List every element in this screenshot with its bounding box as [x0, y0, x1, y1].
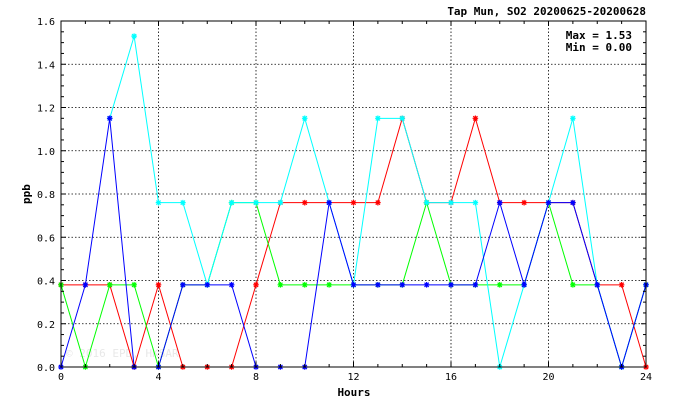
grid-lines	[61, 21, 646, 367]
y-tick-label: 0.2	[37, 320, 55, 331]
data-point	[106, 282, 113, 288]
y-tick-label: 0.4	[37, 277, 55, 288]
y-axis-label: ppb	[20, 184, 33, 204]
data-point	[496, 199, 503, 206]
data-point	[399, 115, 406, 122]
data-point	[448, 282, 454, 288]
axis-labels: 0 4 8 12 16 20 24 0.0 0.2 0.4 0.6 0.8 1.0 1.2 1.4 1.6	[37, 17, 652, 383]
data-point	[594, 282, 601, 288]
stats-box: Max = 1.53 Min = 0.00	[566, 30, 632, 54]
y-tick-label: 0.8	[37, 190, 55, 201]
data-point	[521, 199, 527, 206]
data-point	[253, 199, 259, 206]
data-point	[155, 282, 162, 288]
x-tick-label: 8	[253, 372, 259, 383]
y-tick-label: 1.4	[37, 60, 55, 71]
data-point	[326, 199, 332, 206]
x-tick-label: 4	[155, 372, 161, 383]
data-point	[277, 199, 284, 206]
watermark: © 2016 EPD, HKSAR	[66, 347, 179, 360]
chart-title: Tap Mun, SO2 20200625-20200628	[447, 5, 646, 18]
data-point	[326, 282, 332, 288]
data-point	[180, 199, 186, 206]
data-point	[472, 282, 479, 288]
data-point	[423, 282, 430, 288]
y-tick-label: 1.6	[37, 17, 55, 28]
x-axis-label: Hours	[337, 386, 370, 399]
x-tick-label: 24	[640, 372, 652, 383]
x-tick-label: 16	[445, 372, 457, 383]
data-point	[375, 199, 381, 206]
y-tick-label: 0.6	[37, 233, 55, 244]
data-point	[301, 282, 308, 288]
x-tick-label: 12	[347, 372, 359, 383]
data-point	[277, 282, 284, 288]
data-point	[423, 199, 430, 206]
data-point	[496, 282, 503, 288]
data-point	[180, 282, 186, 288]
data-point	[570, 199, 576, 206]
data-point	[204, 282, 211, 288]
data-point	[350, 282, 357, 288]
data-point	[106, 115, 113, 122]
x-tick-label: 20	[542, 372, 554, 383]
y-tick-label: 0.0	[37, 363, 55, 374]
data-point	[301, 199, 308, 206]
data-point	[472, 199, 479, 206]
data-point	[375, 282, 381, 288]
data-point	[545, 199, 552, 206]
data-point	[131, 33, 137, 39]
x-tick-label: 0	[58, 372, 64, 383]
stats-min: Min = 0.00	[565, 41, 632, 54]
data-point	[375, 115, 381, 122]
data-point	[253, 282, 259, 288]
data-point	[570, 282, 576, 288]
data-point	[131, 282, 137, 288]
data-point	[448, 199, 454, 206]
data-point	[570, 115, 576, 122]
data-point	[472, 115, 479, 122]
data-point	[350, 199, 357, 206]
stats-max: Max = 1.53	[565, 29, 632, 42]
data-point	[618, 282, 625, 288]
y-tick-label: 1.0	[37, 147, 55, 158]
data-point	[399, 282, 406, 288]
y-tick-label: 1.2	[37, 104, 55, 115]
data-point	[82, 282, 89, 288]
data-point	[228, 282, 235, 288]
data-point	[301, 115, 308, 122]
data-point	[521, 282, 527, 288]
data-point	[155, 199, 162, 206]
data-point	[228, 199, 235, 206]
